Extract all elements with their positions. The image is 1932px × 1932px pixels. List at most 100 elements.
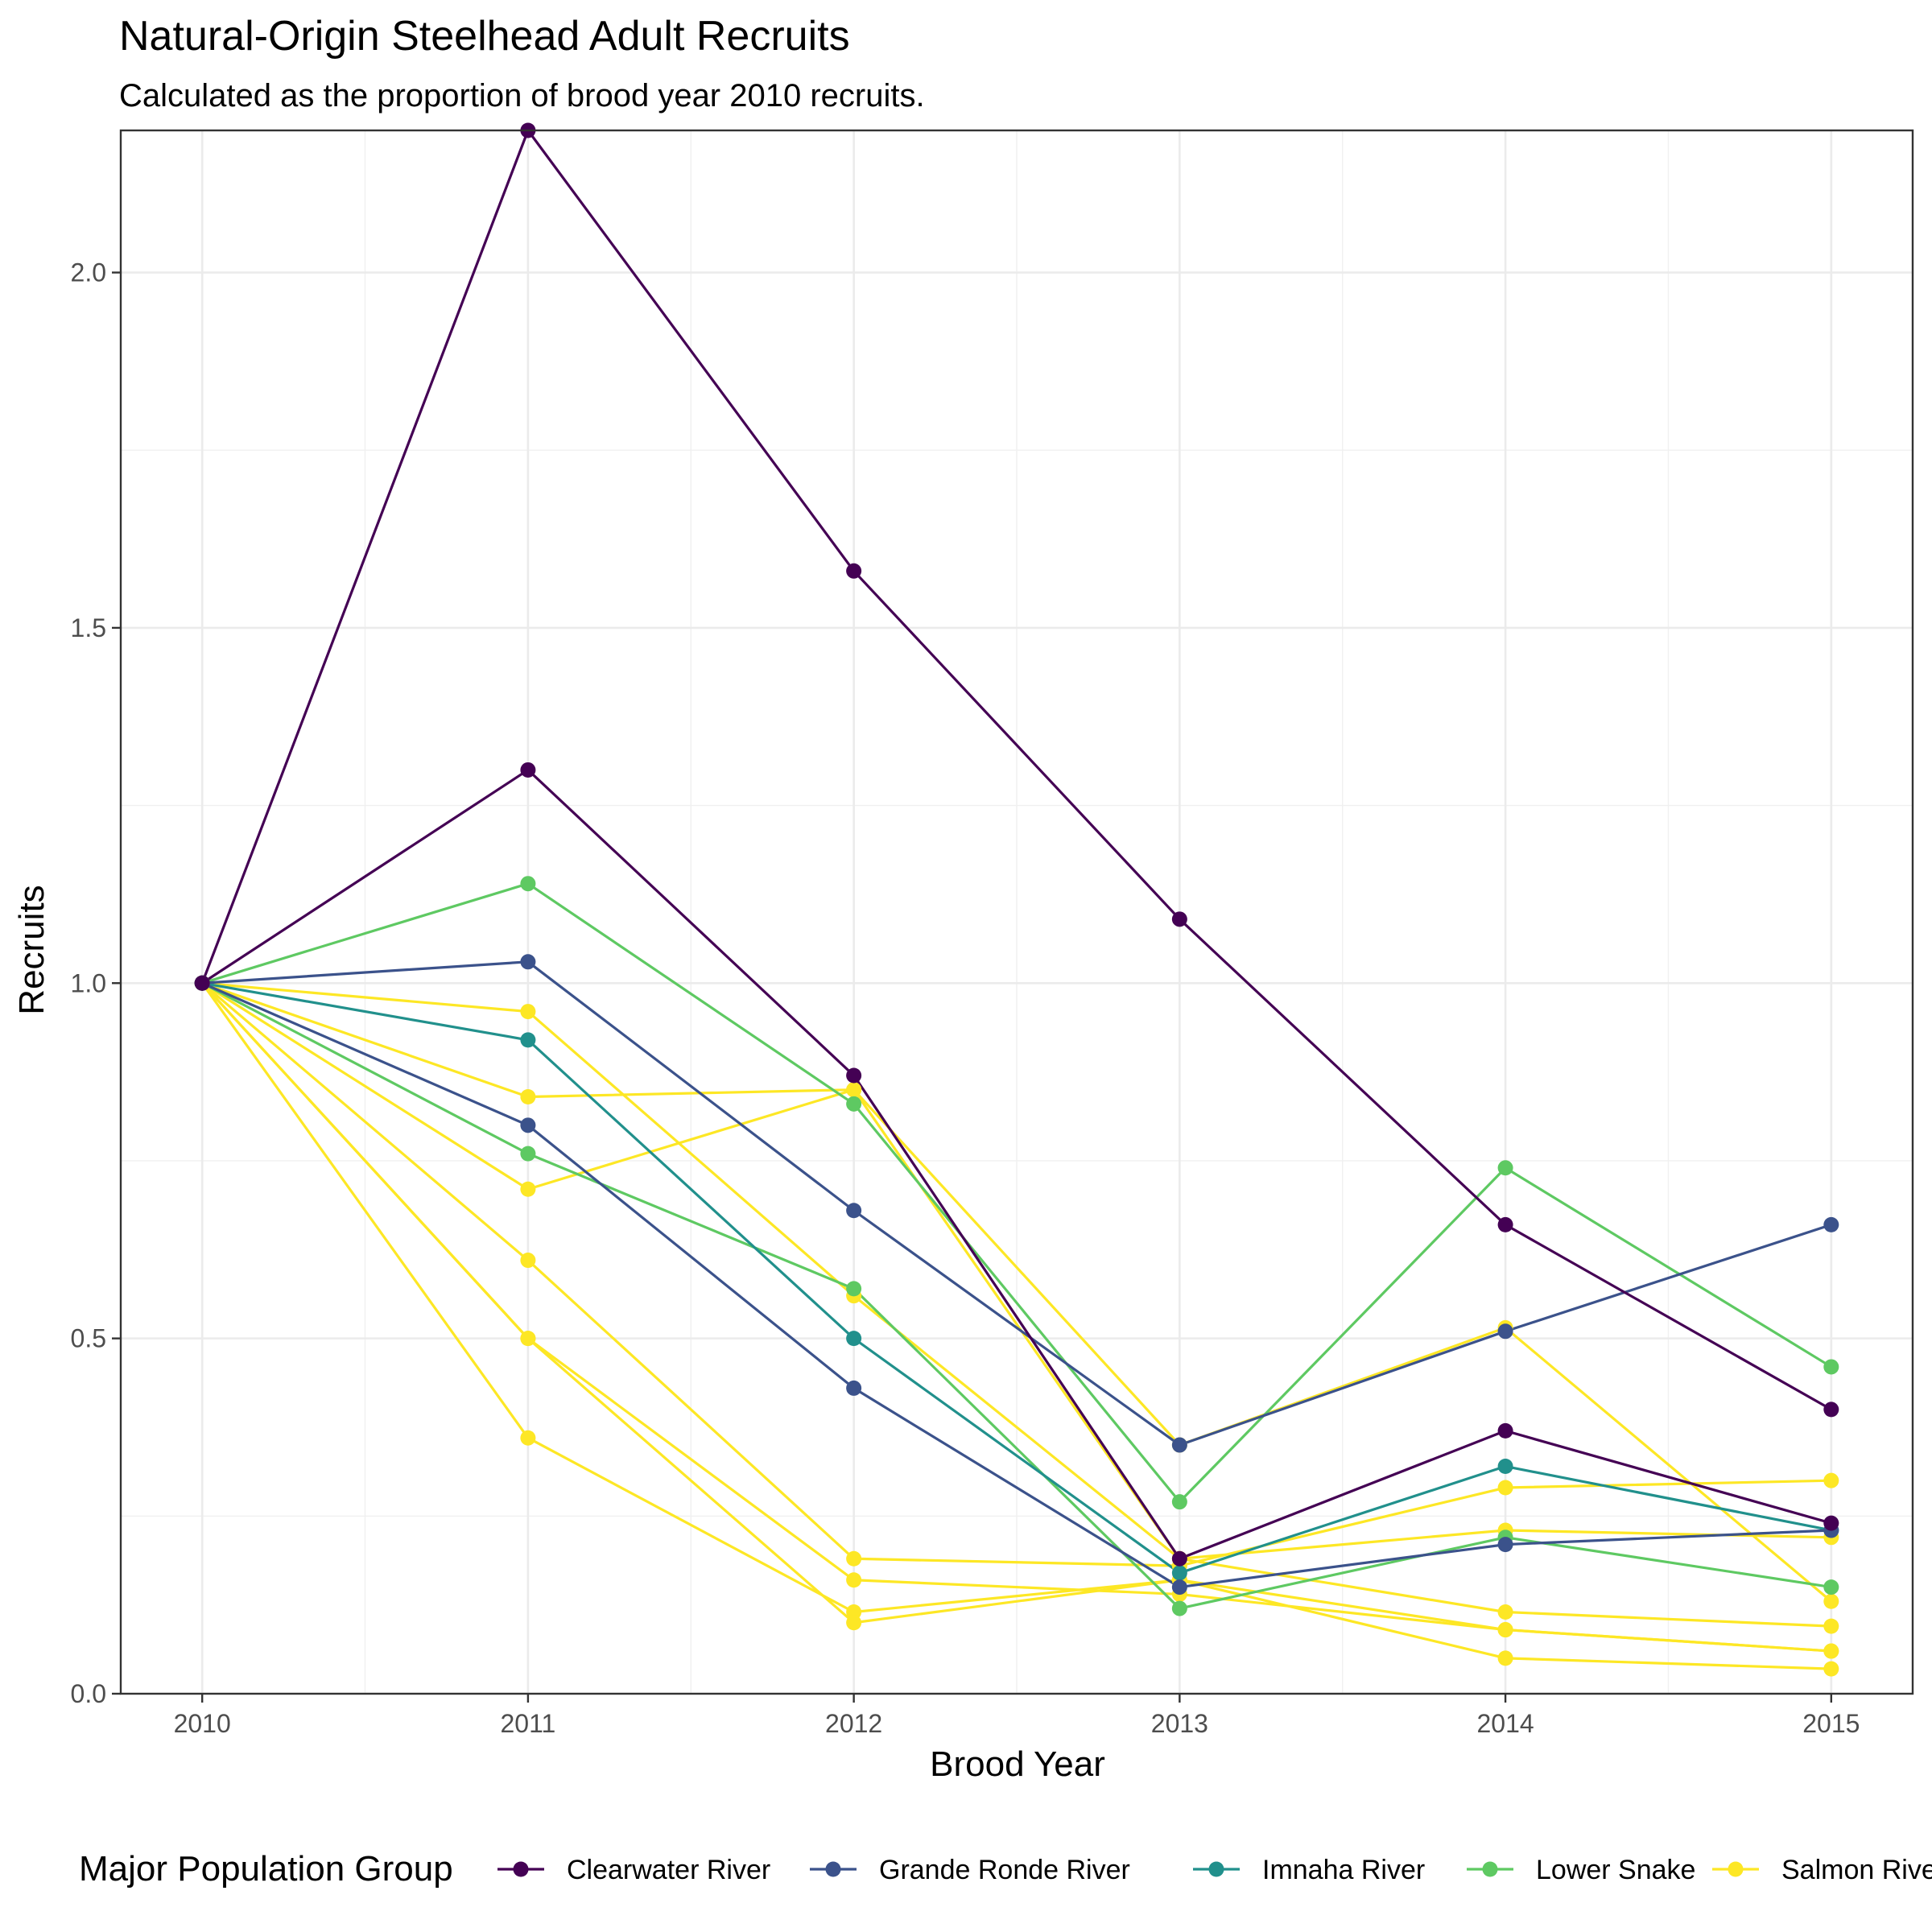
legend-key-point: [513, 1861, 529, 1877]
data-point-3-4: [1497, 1537, 1513, 1553]
data-point-4-1: [520, 1032, 536, 1048]
data-point-5-2: [846, 1096, 862, 1112]
data-point-12-4: [1497, 1650, 1513, 1666]
data-point-9-5: [1823, 1593, 1839, 1609]
data-point-2-4: [1497, 1323, 1513, 1340]
y-tick-label: 2.0: [71, 258, 106, 287]
legend: Major Population Group Clearwater River G…: [79, 1849, 1932, 1889]
data-point-4-2: [846, 1331, 862, 1347]
series-line-9: [201, 981, 1832, 1603]
chart-title: Natural-Origin Steelhead Adult Recruits: [119, 13, 850, 60]
data-point-12-2: [846, 1604, 862, 1620]
x-tick-label: 2011: [501, 1709, 556, 1738]
data-point-5-4: [1497, 1160, 1513, 1176]
data-point-11-2: [846, 1572, 862, 1588]
data-point-0-3: [1171, 911, 1187, 927]
legend-label: Lower Snake: [1536, 1855, 1695, 1885]
data-point-3-3: [1171, 1579, 1187, 1596]
legend-item-4: Salmon River: [1712, 1855, 1932, 1885]
y-tick-label: 1.5: [71, 613, 106, 642]
legend-key-point: [1482, 1861, 1498, 1877]
x-axis-title: Brood Year: [930, 1744, 1105, 1784]
data-point-6-5: [1823, 1579, 1839, 1596]
data-point-13-1: [520, 1331, 536, 1347]
data-point-9-2: [846, 1082, 862, 1098]
data-point-7-4: [1497, 1604, 1513, 1620]
data-point-7-1: [520, 1004, 536, 1020]
data-point-6-1: [520, 1146, 536, 1162]
x-tick-label: 2012: [825, 1709, 882, 1738]
data-point-8-1: [520, 1089, 536, 1105]
series-line-10: [201, 982, 1831, 1567]
data-point-1-5: [1823, 1515, 1839, 1531]
data-point-10-5: [1823, 1472, 1839, 1488]
data-point-2-3: [1171, 1437, 1187, 1453]
legend-label: Imnaha River: [1262, 1855, 1425, 1885]
series-line-6: [201, 981, 1832, 1610]
y-tick-label: 0.5: [71, 1324, 106, 1353]
x-tick-label: 2010: [174, 1709, 231, 1738]
data-point-1-4: [1497, 1422, 1513, 1439]
series-line-5: [201, 882, 1832, 1504]
panel-border: [119, 129, 1914, 1695]
data-point-5-3: [1171, 1494, 1187, 1510]
y-axis: 0.0 0.5 1.0 1.5 2.0: [71, 258, 121, 1708]
x-tick-label: 2015: [1802, 1709, 1860, 1738]
series-line-1: [201, 768, 1832, 1560]
data-point-2-5: [1823, 1216, 1839, 1232]
series-line-3: [201, 981, 1831, 1589]
data-point-0-4: [1497, 1216, 1513, 1232]
legend-label: Grande Ronde River: [879, 1855, 1130, 1885]
data-point-3-2: [846, 1380, 862, 1396]
legend-item-3: Lower Snake: [1467, 1855, 1695, 1885]
data-point-13-4: [1497, 1622, 1513, 1638]
data-point-10-2: [846, 1550, 862, 1567]
data-point-5-1: [520, 876, 536, 892]
legend-key-point: [1208, 1861, 1224, 1877]
legend-label: Clearwater River: [567, 1855, 770, 1885]
data-point-1-2: [846, 1067, 862, 1084]
legend-label: Salmon River: [1781, 1855, 1932, 1885]
series-line-7: [202, 981, 1831, 1628]
legend-title: Major Population Group: [79, 1849, 453, 1889]
data-point-1-3: [1171, 1550, 1187, 1567]
data-point-10-4: [1497, 1480, 1513, 1496]
chart-subtitle: Calculated as the proportion of brood ye…: [119, 78, 925, 114]
plot-frame: [119, 129, 1914, 1695]
data-point-4-3: [1171, 1565, 1187, 1581]
data-point-13-5: [1823, 1643, 1839, 1659]
x-tick-label: 2014: [1476, 1709, 1534, 1738]
data-point-7-5: [1823, 1618, 1839, 1634]
data-point-1-1: [520, 762, 536, 778]
y-axis-title: Recruits: [12, 885, 52, 1014]
series-line-8: [201, 981, 1831, 1560]
series-line-13: [201, 982, 1831, 1653]
data-point-4-4: [1497, 1459, 1513, 1475]
x-tick-label: 2013: [1151, 1709, 1208, 1738]
series-line-4: [201, 981, 1832, 1575]
series-lines: [200, 129, 1832, 1670]
x-axis: 2010 2011 2012 2013 2014 2015: [174, 1694, 1860, 1738]
series-line-12: [200, 982, 1831, 1670]
data-point-10-1: [520, 1253, 536, 1269]
series-points: [194, 122, 1839, 1677]
data-point-6-2: [846, 1281, 862, 1297]
legend-item-0: Clearwater River: [497, 1855, 770, 1885]
data-point-13-2: [846, 1615, 862, 1631]
series-line-0: [200, 129, 1832, 1411]
data-point-12-5: [1823, 1661, 1839, 1677]
data-point-2-2: [846, 1203, 862, 1219]
legend-key-point: [1728, 1861, 1744, 1877]
data-point-2-1: [520, 954, 536, 970]
legend-item-1: Grande Ronde River: [810, 1855, 1130, 1885]
data-point-6-3: [1171, 1600, 1187, 1616]
y-tick-label: 1.0: [71, 968, 106, 997]
data-point-12-1: [520, 1430, 536, 1446]
legend-key-point: [825, 1861, 841, 1877]
series-line-2: [202, 960, 1832, 1447]
data-point-1-0: [194, 975, 210, 991]
legend-item-2: Imnaha River: [1193, 1855, 1425, 1885]
data-point-5-5: [1823, 1359, 1839, 1375]
data-point-9-1: [520, 1181, 536, 1197]
